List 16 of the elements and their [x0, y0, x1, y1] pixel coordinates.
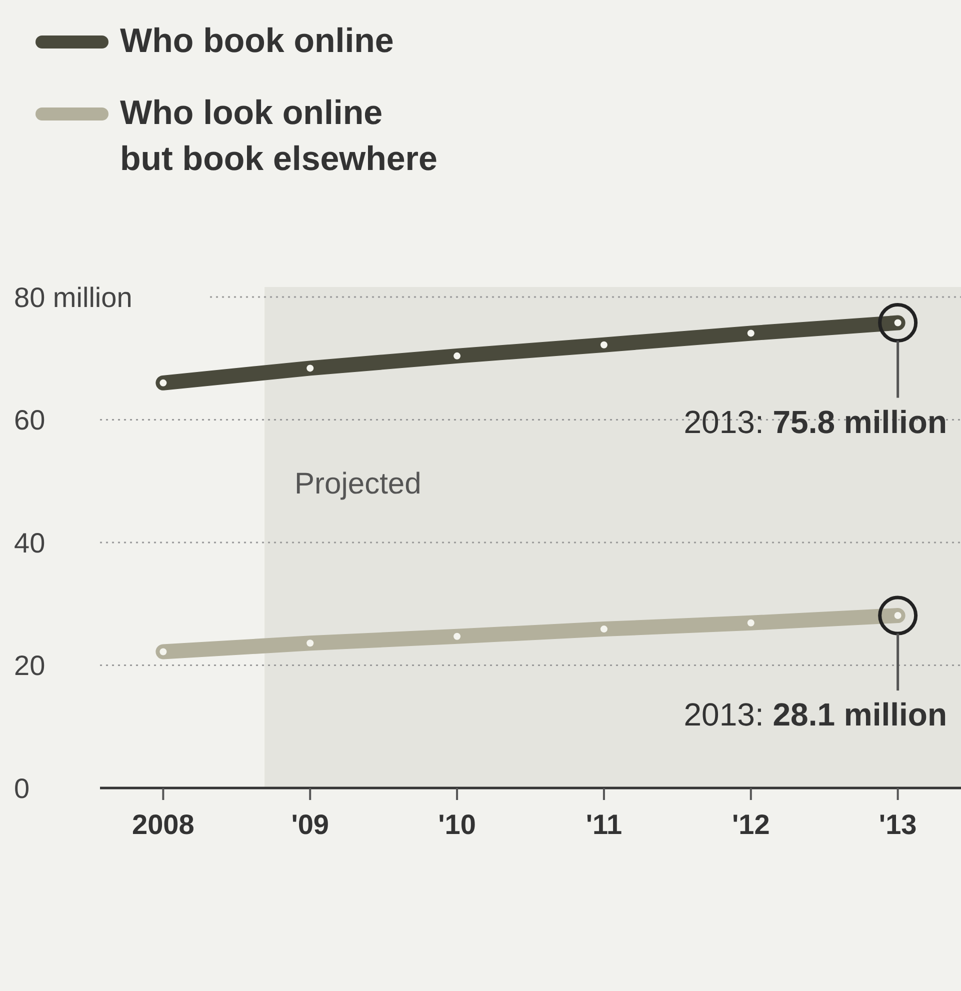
legend-label: Who book online	[120, 22, 394, 60]
y-tick-label: 20	[14, 650, 46, 682]
y-tick-label: 60	[14, 404, 46, 436]
x-tick-label: 2008	[132, 808, 194, 840]
x-tick-label: '09	[291, 808, 330, 840]
x-tick-label: '11	[586, 808, 622, 840]
legend-label: Who look online but book elsewhere	[120, 94, 438, 178]
annotation: 2013: 75.8 million	[684, 404, 947, 440]
annotation: 2013: 28.1 million	[684, 696, 947, 733]
y-tick-label: 40	[14, 527, 46, 558]
x-tick-label: '10	[438, 808, 476, 840]
x-tick-label: '12	[732, 808, 770, 840]
band-label: Projected	[294, 467, 422, 500]
y-tick-label: 80 million	[14, 282, 132, 313]
y-tick-label: 0	[14, 772, 30, 804]
x-tick-label: '13	[878, 808, 917, 840]
